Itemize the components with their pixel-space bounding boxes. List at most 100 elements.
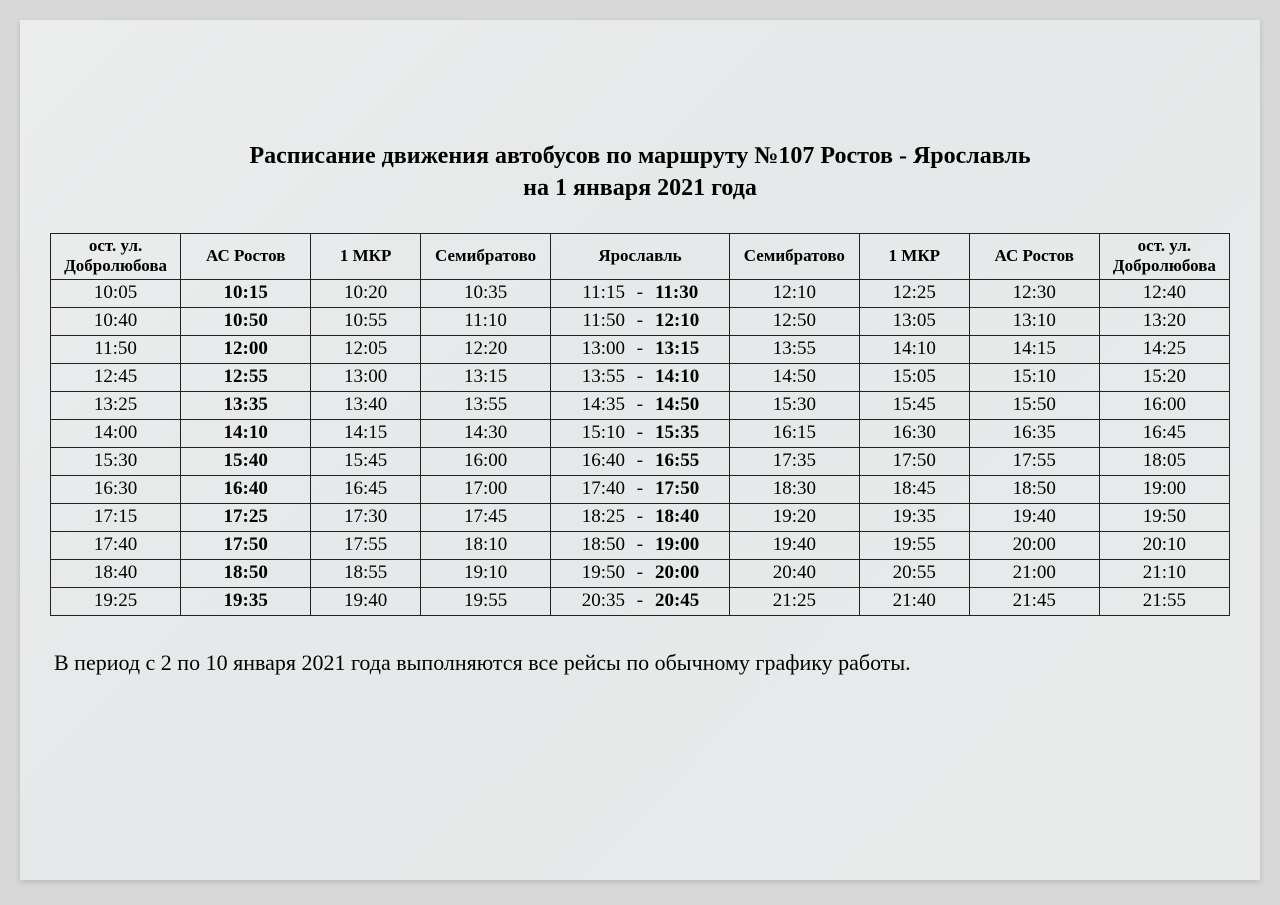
departure-time: 15:35	[655, 422, 713, 444]
table-cell: 13:05	[859, 307, 969, 335]
table-cell: 19:25	[51, 587, 181, 615]
table-cell: 20:00	[969, 531, 1099, 559]
table-cell: 11:50-12:10	[551, 307, 730, 335]
table-row: 12:4512:5513:0013:1513:55-14:1014:5015:0…	[51, 363, 1230, 391]
table-cell: 14:10	[859, 335, 969, 363]
table-cell: 17:50	[859, 447, 969, 475]
table-cell: 13:15	[421, 363, 551, 391]
table-cell: 15:45	[311, 447, 421, 475]
arrival-time: 11:50	[567, 310, 625, 332]
table-cell: 19:35	[181, 587, 311, 615]
table-row: 16:3016:4016:4517:0017:40-17:5018:3018:4…	[51, 475, 1230, 503]
table-cell: 18:55	[311, 559, 421, 587]
table-cell: 12:45	[51, 363, 181, 391]
footnote: В период с 2 по 10 января 2021 года выпо…	[50, 650, 1230, 676]
table-cell: 14:25	[1099, 335, 1229, 363]
table-cell: 19:40	[729, 531, 859, 559]
arrival-time: 13:00	[567, 338, 625, 360]
dash-separator: -	[625, 478, 655, 500]
table-cell: 13:10	[969, 307, 1099, 335]
table-cell: 13:55	[729, 335, 859, 363]
table-cell: 16:40-16:55	[551, 447, 730, 475]
table-cell: 19:50-20:00	[551, 559, 730, 587]
table-cell: 17:35	[729, 447, 859, 475]
table-cell: 14:50	[729, 363, 859, 391]
table-row: 18:4018:5018:5519:1019:50-20:0020:4020:5…	[51, 559, 1230, 587]
table-cell: 12:50	[729, 307, 859, 335]
departure-time: 12:10	[655, 310, 713, 332]
departure-time: 20:00	[655, 562, 713, 584]
table-cell: 17:25	[181, 503, 311, 531]
table-cell: 14:30	[421, 419, 551, 447]
dash-separator: -	[625, 590, 655, 612]
table-cell: 15:45	[859, 391, 969, 419]
table-cell: 18:25-18:40	[551, 503, 730, 531]
departure-time: 17:50	[655, 478, 713, 500]
table-cell: 21:10	[1099, 559, 1229, 587]
schedule-table: ост. ул.ДобролюбоваАС Ростов1 МКРСемибра…	[50, 233, 1230, 616]
table-cell: 20:40	[729, 559, 859, 587]
table-cell: 17:15	[51, 503, 181, 531]
table-row: 14:0014:1014:1514:3015:10-15:3516:1516:3…	[51, 419, 1230, 447]
table-cell: 10:15	[181, 279, 311, 307]
table-row: 10:0510:1510:2010:3511:15-11:3012:1012:2…	[51, 279, 1230, 307]
table-cell: 15:10	[969, 363, 1099, 391]
table-cell: 14:10	[181, 419, 311, 447]
table-cell: 17:50	[181, 531, 311, 559]
column-header: 1 МКР	[311, 233, 421, 279]
title-line-1: Расписание движения автобусов по маршрут…	[249, 143, 1030, 169]
table-cell: 15:50	[969, 391, 1099, 419]
table-cell: 16:45	[311, 475, 421, 503]
table-cell: 10:35	[421, 279, 551, 307]
table-row: 17:4017:5017:5518:1018:50-19:0019:4019:5…	[51, 531, 1230, 559]
table-cell: 19:20	[729, 503, 859, 531]
table-cell: 21:40	[859, 587, 969, 615]
table-cell: 15:40	[181, 447, 311, 475]
table-cell: 19:10	[421, 559, 551, 587]
table-cell: 18:10	[421, 531, 551, 559]
dash-separator: -	[625, 338, 655, 360]
table-cell: 12:40	[1099, 279, 1229, 307]
departure-time: 20:45	[655, 590, 713, 612]
table-row: 17:1517:2517:3017:4518:25-18:4019:2019:3…	[51, 503, 1230, 531]
table-cell: 10:20	[311, 279, 421, 307]
table-cell: 19:40	[311, 587, 421, 615]
dash-separator: -	[625, 394, 655, 416]
table-cell: 13:35	[181, 391, 311, 419]
table-cell: 19:35	[859, 503, 969, 531]
table-cell: 12:00	[181, 335, 311, 363]
table-cell: 15:20	[1099, 363, 1229, 391]
table-cell: 16:15	[729, 419, 859, 447]
table-cell: 10:05	[51, 279, 181, 307]
table-cell: 19:40	[969, 503, 1099, 531]
table-cell: 13:55-14:10	[551, 363, 730, 391]
table-cell: 12:10	[729, 279, 859, 307]
table-cell: 10:40	[51, 307, 181, 335]
column-header: Ярославль	[551, 233, 730, 279]
table-cell: 21:00	[969, 559, 1099, 587]
table-cell: 18:40	[51, 559, 181, 587]
dash-separator: -	[625, 310, 655, 332]
arrival-time: 13:55	[567, 366, 625, 388]
table-header: ост. ул.ДобролюбоваАС Ростов1 МКРСемибра…	[51, 233, 1230, 279]
table-cell: 17:45	[421, 503, 551, 531]
departure-time: 19:00	[655, 534, 713, 556]
table-row: 10:4010:5010:5511:1011:50-12:1012:5013:0…	[51, 307, 1230, 335]
dash-separator: -	[625, 450, 655, 472]
table-cell: 11:50	[51, 335, 181, 363]
table-cell: 19:55	[421, 587, 551, 615]
table-cell: 16:40	[181, 475, 311, 503]
table-cell: 12:25	[859, 279, 969, 307]
departure-time: 14:50	[655, 394, 713, 416]
table-row: 11:5012:0012:0512:2013:00-13:1513:5514:1…	[51, 335, 1230, 363]
table-cell: 13:20	[1099, 307, 1229, 335]
table-cell: 14:15	[969, 335, 1099, 363]
table-cell: 15:30	[729, 391, 859, 419]
table-body: 10:0510:1510:2010:3511:15-11:3012:1012:2…	[51, 279, 1230, 615]
column-header: ост. ул.Добролюбова	[1099, 233, 1229, 279]
table-cell: 12:05	[311, 335, 421, 363]
dash-separator: -	[625, 366, 655, 388]
table-cell: 13:25	[51, 391, 181, 419]
table-cell: 19:50	[1099, 503, 1229, 531]
table-cell: 21:45	[969, 587, 1099, 615]
